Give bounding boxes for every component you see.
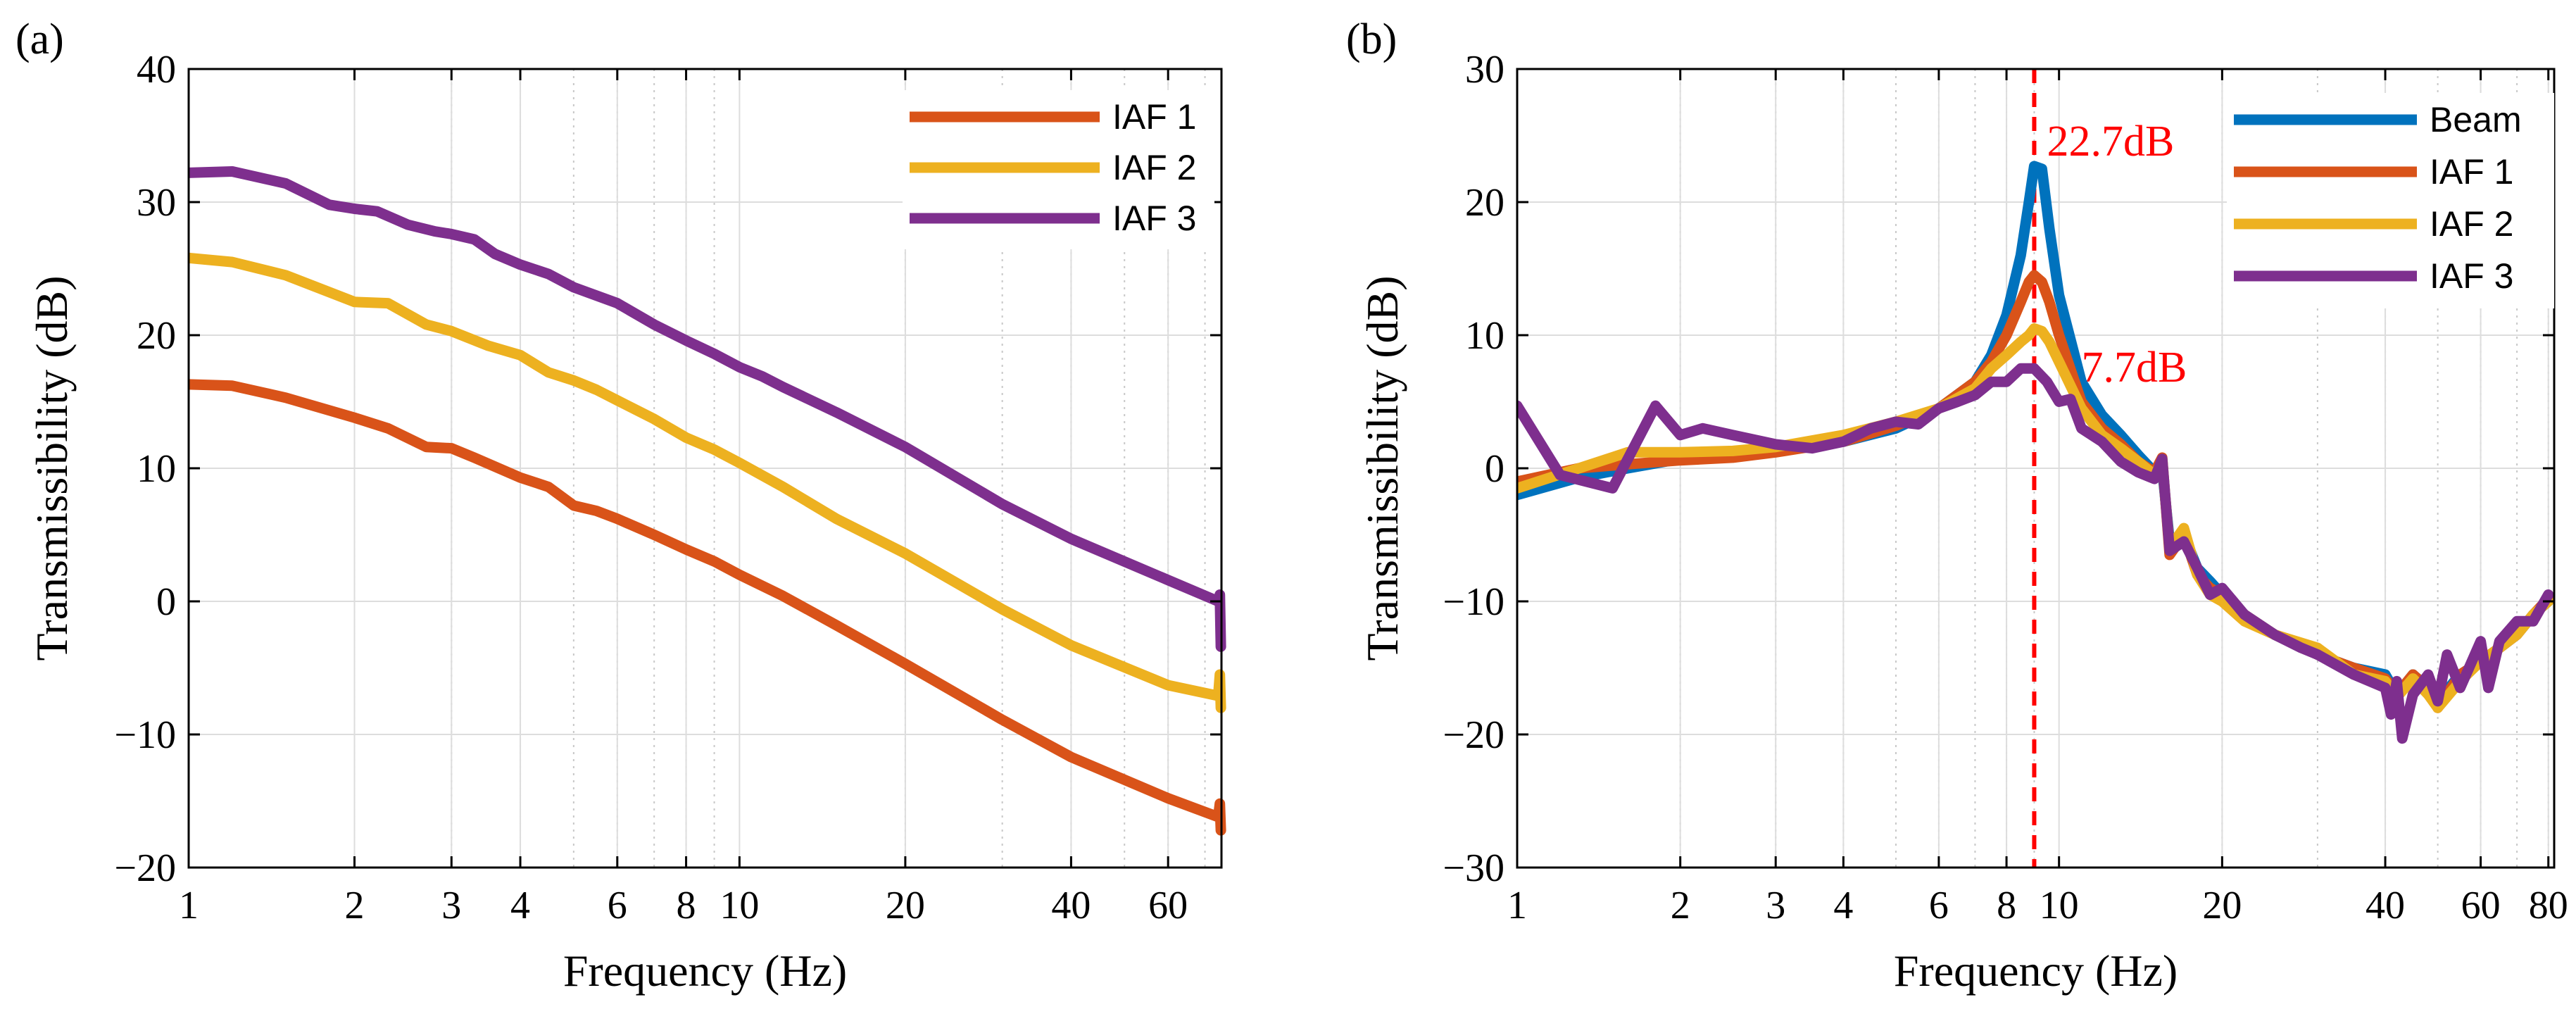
x-tick-label: 20 <box>2202 884 2242 927</box>
x-tick-label: 4 <box>1833 884 1853 927</box>
x-tick-label: 60 <box>1148 884 1188 927</box>
y-tick-label: 20 <box>137 314 176 358</box>
y-axis-label: Transmissibility (dB) <box>1357 275 1407 661</box>
x-tick-label: 8 <box>677 884 696 927</box>
x-tick-label: 6 <box>1929 884 1949 927</box>
y-tick-label: −30 <box>1443 846 1504 890</box>
y-tick-label: −10 <box>1443 580 1504 624</box>
x-tick-label: 6 <box>608 884 627 927</box>
series-line-iaf-3 <box>189 166 1226 652</box>
legend-entry: IAF 3 <box>1112 199 1196 238</box>
x-tick-label: 40 <box>2365 884 2405 927</box>
x-tick-label: 60 <box>2461 884 2501 927</box>
x-tick-label: 20 <box>886 884 925 927</box>
y-tick-label: −20 <box>1443 713 1504 757</box>
x-tick-label: 1 <box>179 884 199 927</box>
y-tick-label: 0 <box>1485 447 1504 491</box>
panel-label: (a) <box>15 15 64 63</box>
annotation-label: 22.7dB <box>2047 118 2175 165</box>
x-tick-label: 10 <box>720 884 759 927</box>
x-tick-label: 3 <box>441 884 461 927</box>
x-tick-label: 2 <box>1671 884 1690 927</box>
x-tick-label: 2 <box>345 884 365 927</box>
y-tick-label: 10 <box>1465 314 1504 358</box>
y-tick-label: 20 <box>1465 181 1504 225</box>
legend-entry: IAF 3 <box>2430 256 2513 296</box>
legend: Beam IAF 1 IAF 2 IAF 3 <box>2227 93 2554 308</box>
x-tick-label: 4 <box>510 884 530 927</box>
x-axis-label: Frequency (Hz) <box>563 946 847 996</box>
x-tick-label: 40 <box>1051 884 1091 927</box>
x-tick-label: 80 <box>2529 884 2568 927</box>
series-line-iaf-1 <box>189 379 1226 836</box>
legend-entry: Beam <box>2430 100 2522 139</box>
legend-entry: IAF 1 <box>2430 152 2513 192</box>
series-line-iaf-2 <box>189 252 1226 713</box>
legend: IAF 1 IAF 2 IAF 3 <box>903 90 1214 249</box>
x-tick-label: 3 <box>1766 884 1785 927</box>
legend-entry: IAF 2 <box>2430 204 2513 244</box>
series-group <box>1517 161 2554 744</box>
x-tick-label: 8 <box>1997 884 2016 927</box>
x-tick-label: 10 <box>2040 884 2079 927</box>
y-axis-label: Transmissibility (dB) <box>27 275 77 661</box>
y-tick-label: −10 <box>114 713 176 757</box>
series-line-iaf-3 <box>1517 363 2554 744</box>
legend-entry: IAF 1 <box>1112 97 1196 137</box>
legend-entry: IAF 2 <box>1112 148 1196 187</box>
chart-panel-b: 1 2 3 4 6 8 10 20 40 60 80 −30 −20 −10 0 10 20 30 Frequenc… <box>1346 15 2568 996</box>
y-tick-label: 30 <box>137 181 176 225</box>
annotation-label: 7.7dB <box>2082 344 2187 392</box>
panel-label: (b) <box>1346 15 1397 63</box>
y-tick-label: 10 <box>137 447 176 491</box>
y-tick-label: 40 <box>137 48 176 92</box>
y-tick-label: −20 <box>114 846 176 890</box>
series-group <box>189 166 1226 836</box>
y-tick-label: 0 <box>156 580 176 624</box>
y-tick-label: 30 <box>1465 48 1504 92</box>
x-tick-label: 1 <box>1507 884 1527 927</box>
chart-panel-a: 1 2 3 4 6 8 10 20 40 60 −20 −10 0 10 20 30 40 Frequency (… <box>15 15 1226 996</box>
x-axis-label: Frequency (Hz) <box>1894 946 2178 996</box>
